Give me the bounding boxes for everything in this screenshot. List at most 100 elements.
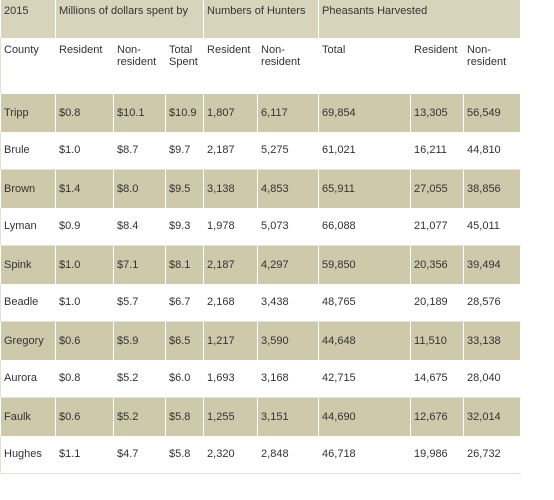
value-cell: 20,189 (410, 283, 465, 322)
value-cell: 1,255 (203, 397, 259, 436)
value-cell: 38,856 (463, 169, 522, 208)
value-cell: 65,911 (318, 169, 412, 208)
value-cell: 59,850 (318, 245, 412, 284)
value-cell: 39,494 (463, 245, 522, 284)
value-cell: 1,693 (203, 359, 259, 398)
data-row: Brule $1.0 $8.7 $9.7 2,187 5,275 61,021 16,211 4… (0, 131, 522, 170)
value-cell: $8.0 (113, 169, 166, 208)
value-cell: $0.6 (55, 397, 114, 436)
pheasant-table: 2015 Millions of dollars spent by Numbers … (0, 0, 522, 474)
header-row: County Resident Non-resident Total Spent Res… (0, 38, 522, 94)
value-cell: $8.7 (113, 131, 166, 170)
value-cell: 1,978 (203, 207, 259, 246)
group-header-row: 2015 Millions of dollars spent by Numbers … (0, 0, 522, 38)
county-cell: Brown (0, 169, 56, 208)
value-cell: 69,854 (318, 94, 412, 132)
header-cell: Resident (410, 38, 465, 94)
value-cell: 2,187 (203, 245, 259, 284)
value-cell: $8.4 (113, 207, 166, 246)
value-cell: $6.0 (164, 359, 205, 398)
value-cell: 46,718 (318, 435, 412, 474)
value-cell: 44,690 (318, 397, 412, 436)
group-header-cell: Millions of dollars spent by (54, 0, 205, 38)
value-cell: $1.4 (55, 169, 114, 208)
county-cell: Brule (0, 131, 56, 170)
data-row: Aurora $0.8 $5.2 $6.0 1,693 3,168 42,715 14,675… (0, 359, 522, 398)
data-row: Gregory $0.6 $5.9 $6.5 1,217 3,590 44,648 11,51… (0, 321, 522, 360)
value-cell: 61,021 (318, 131, 412, 170)
value-cell: 3,168 (257, 359, 320, 398)
value-cell: 13,305 (410, 94, 465, 132)
value-cell: $1.0 (55, 283, 114, 322)
header-cell: County (0, 38, 56, 94)
value-cell: 21,077 (410, 207, 465, 246)
header-cell: Non-resident (463, 38, 522, 94)
header-cell: Non-resident (257, 38, 320, 94)
value-cell: $9.3 (164, 207, 205, 246)
value-cell: $5.9 (113, 321, 166, 360)
value-cell: 4,853 (257, 169, 320, 208)
header-cell: Total (318, 38, 412, 94)
county-cell: Beadle (0, 283, 56, 322)
group-header-cell: Numbers of Hunters (203, 0, 320, 38)
value-cell: $0.8 (55, 94, 114, 132)
county-cell: Gregory (0, 321, 56, 360)
value-cell: 2,320 (203, 435, 259, 474)
value-cell: 1,807 (203, 94, 259, 132)
group-header-cell: 2015 (0, 0, 56, 38)
value-cell: 2,187 (203, 131, 259, 170)
value-cell: 66,088 (318, 207, 412, 246)
data-row: Hughes $1.1 $4.7 $5.8 2,320 2,848 46,718 19,986… (0, 435, 522, 474)
value-cell: $0.9 (55, 207, 114, 246)
data-row: Lyman $0.9 $8.4 $9.3 1,978 5,073 66,088 21,077 4… (0, 207, 522, 246)
value-cell: 2,848 (257, 435, 320, 474)
value-cell: 14,675 (410, 359, 465, 398)
value-cell: $7.1 (113, 245, 166, 284)
value-cell: 6,117 (257, 94, 320, 132)
value-cell: $9.5 (164, 169, 205, 208)
value-cell: 1,217 (203, 321, 259, 360)
value-cell: 12,676 (410, 397, 465, 436)
value-cell: $5.7 (113, 283, 166, 322)
value-cell: 44,810 (463, 131, 522, 170)
value-cell: 19,986 (410, 435, 465, 474)
value-cell: $1.1 (55, 435, 114, 474)
data-row: Brown $1.4 $8.0 $9.5 3,138 4,853 65,911 27,055 3… (0, 169, 522, 208)
value-cell: 3,138 (203, 169, 259, 208)
group-header-cell: Pheasants Harvested (318, 0, 522, 38)
value-cell: $6.7 (164, 283, 205, 322)
value-cell: 27,055 (410, 169, 465, 208)
county-cell: Hughes (0, 435, 56, 474)
value-cell: $0.6 (55, 321, 114, 360)
value-cell: $9.7 (164, 131, 205, 170)
value-cell: 33,138 (463, 321, 522, 360)
value-cell: $8.1 (164, 245, 205, 284)
header-cell: Non-resident (113, 38, 166, 94)
value-cell: 3,590 (257, 321, 320, 360)
data-row: Beadle $1.0 $5.7 $6.7 2,168 3,438 48,765 20,189… (0, 283, 522, 322)
value-cell: 20,356 (410, 245, 465, 284)
value-cell: $5.8 (164, 397, 205, 436)
header-cell: Resident (55, 38, 114, 94)
value-cell: 32,014 (463, 397, 522, 436)
value-cell: $10.9 (164, 94, 205, 132)
value-cell: $5.2 (113, 359, 166, 398)
county-cell: Spink (0, 245, 56, 284)
value-cell: 16,211 (410, 131, 465, 170)
county-cell: Tripp (0, 94, 56, 132)
value-cell: 56,549 (463, 94, 522, 132)
county-cell: Faulk (0, 397, 56, 436)
data-row: Faulk $0.6 $5.2 $5.8 1,255 3,151 44,690 12,676 3… (0, 397, 522, 436)
value-cell: $5.8 (164, 435, 205, 474)
value-cell: 28,040 (463, 359, 522, 398)
value-cell: $1.0 (55, 131, 114, 170)
value-cell: 28,576 (463, 283, 522, 322)
value-cell: 44,648 (318, 321, 412, 360)
value-cell: 3,151 (257, 397, 320, 436)
value-cell: $5.2 (113, 397, 166, 436)
county-cell: Aurora (0, 359, 56, 398)
value-cell: 3,438 (257, 283, 320, 322)
value-cell: 48,765 (318, 283, 412, 322)
value-cell: 42,715 (318, 359, 412, 398)
data-row: Tripp $0.8 $10.1 $10.9 1,807 6,117 69,854 13,30… (0, 94, 522, 132)
